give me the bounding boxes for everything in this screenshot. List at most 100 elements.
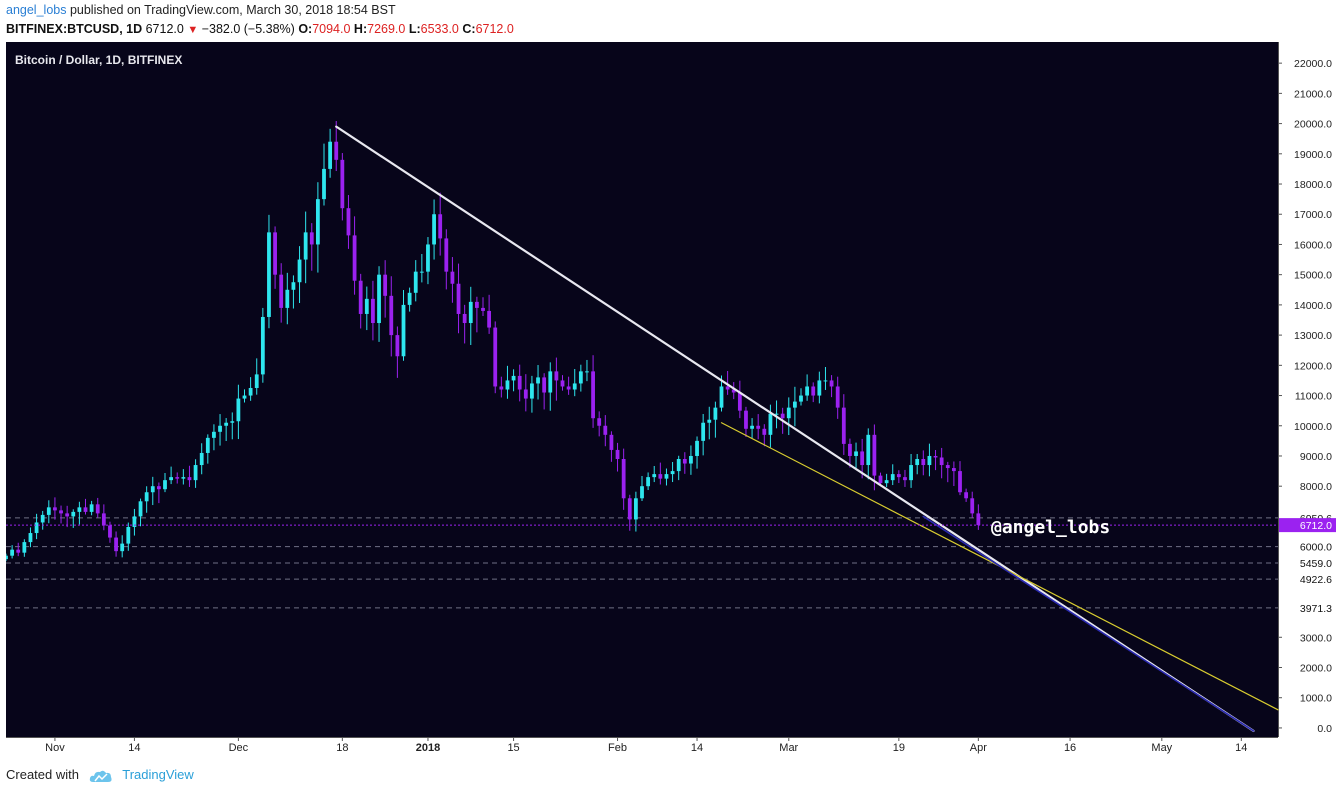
y-tick-label: 14000.0 — [1294, 300, 1332, 312]
x-tick-label: 15 — [507, 742, 519, 754]
candle-body — [572, 383, 577, 390]
author-link[interactable]: angel_lobs — [6, 3, 67, 17]
candle-body — [248, 387, 253, 396]
candle-body — [352, 235, 357, 281]
symbol-label: BITFINEX:BTCUSD, 1D — [6, 22, 143, 36]
candle-body — [285, 289, 290, 308]
candle-body — [462, 313, 467, 324]
candle-body — [689, 455, 693, 464]
candle-body — [163, 480, 167, 490]
candle-body — [444, 238, 449, 272]
candle-body — [242, 395, 247, 399]
open-value: 7094.0 — [312, 22, 351, 36]
candle-body — [328, 141, 333, 169]
level-tag — [1279, 600, 1336, 615]
candle-body — [866, 434, 871, 466]
candle-body — [621, 459, 626, 499]
candle-body — [633, 498, 638, 520]
candle-body — [860, 451, 865, 466]
candle-body — [389, 295, 394, 336]
candle-body — [609, 434, 614, 450]
y-tick-label: 17000.0 — [1294, 209, 1332, 221]
candle-body — [701, 422, 706, 441]
candle-body — [823, 380, 828, 382]
candle-body — [903, 477, 907, 481]
candle-body — [909, 465, 913, 481]
candle-body — [150, 486, 155, 493]
candle-body — [297, 259, 302, 283]
x-tick-label: 19 — [893, 742, 905, 754]
y-tick-label: 0.0 — [1317, 723, 1332, 735]
candle-body — [933, 455, 938, 458]
level-tag-label: 6000.0 — [1300, 542, 1332, 554]
candle-body — [169, 477, 174, 481]
candle-body — [548, 371, 553, 393]
y-tick-label: 11000.0 — [1295, 391, 1332, 403]
candle-body — [407, 292, 412, 305]
candle-body — [603, 425, 608, 435]
candle-body — [364, 298, 369, 314]
candle-body — [829, 380, 834, 387]
candle-body — [664, 474, 669, 479]
candle-body — [340, 159, 345, 209]
candle-body — [878, 475, 883, 484]
y-tick-label: 15000.0 — [1294, 270, 1332, 282]
symbol-info: BITFINEX:BTCUSD, 1D 6712.0 ▼ −382.0 (−5.… — [6, 22, 514, 36]
level-tag — [1279, 572, 1336, 587]
candle-body — [566, 386, 571, 390]
candle-body — [230, 421, 235, 423]
candle-body — [181, 477, 186, 479]
candle-body — [193, 465, 198, 481]
candle-body — [65, 513, 70, 517]
y-tick-label: 20000.0 — [1294, 119, 1332, 131]
candle-body — [303, 232, 308, 260]
candle-body — [627, 498, 632, 520]
y-tick-label: 19000.0 — [1294, 149, 1332, 161]
candle-body — [432, 214, 436, 245]
candle-body — [89, 504, 94, 512]
candle-body — [267, 232, 271, 317]
candle-body — [481, 307, 485, 311]
x-tick-label: Feb — [608, 742, 627, 754]
candle-body — [199, 452, 204, 466]
candle-body — [578, 371, 583, 384]
y-tick-label: 10000.0 — [1294, 421, 1332, 433]
candle-body — [77, 507, 82, 512]
candle-body — [964, 492, 969, 499]
candle-body — [322, 168, 326, 200]
candle-body — [499, 386, 504, 390]
candle-body — [175, 477, 180, 479]
candle-body — [523, 389, 528, 399]
candle-body — [799, 395, 803, 402]
candle-body — [212, 431, 216, 438]
candle-body — [554, 371, 559, 381]
candle-body — [450, 271, 455, 284]
candle-body — [536, 377, 540, 384]
candle-body — [854, 451, 858, 456]
created-with-text: Created with — [6, 767, 79, 782]
candle-body — [713, 407, 718, 420]
candle-body — [542, 377, 547, 393]
candle-body — [848, 443, 852, 456]
published-text: published on TradingView.com, March 30, … — [69, 3, 396, 17]
candle-body — [695, 440, 699, 456]
candle-body — [260, 316, 265, 375]
price-chart[interactable]: 22000.0 21000.0 20000.0 19000.0 18000.0 17000… — [6, 42, 1336, 757]
chart-title: Bitcoin / Dollar, 1D, BITFINEX — [15, 53, 182, 67]
candle-body — [114, 537, 118, 552]
candle-body — [187, 477, 192, 481]
candle-body — [101, 513, 106, 526]
candle-body — [46, 507, 51, 515]
tradingview-link[interactable]: TradingView — [122, 767, 194, 782]
x-tick-label: 14 — [691, 742, 703, 754]
y-tick-label: 8000.0 — [1300, 481, 1332, 493]
candle-body — [334, 141, 339, 160]
candle-body — [951, 468, 956, 472]
candle-body — [468, 301, 473, 324]
candle-body — [254, 374, 259, 388]
candle-body — [872, 434, 877, 476]
level-tag — [1279, 539, 1336, 554]
candle-body — [487, 310, 492, 328]
y-tick-label: 22000.0 — [1294, 58, 1332, 70]
candle-body — [156, 486, 161, 490]
